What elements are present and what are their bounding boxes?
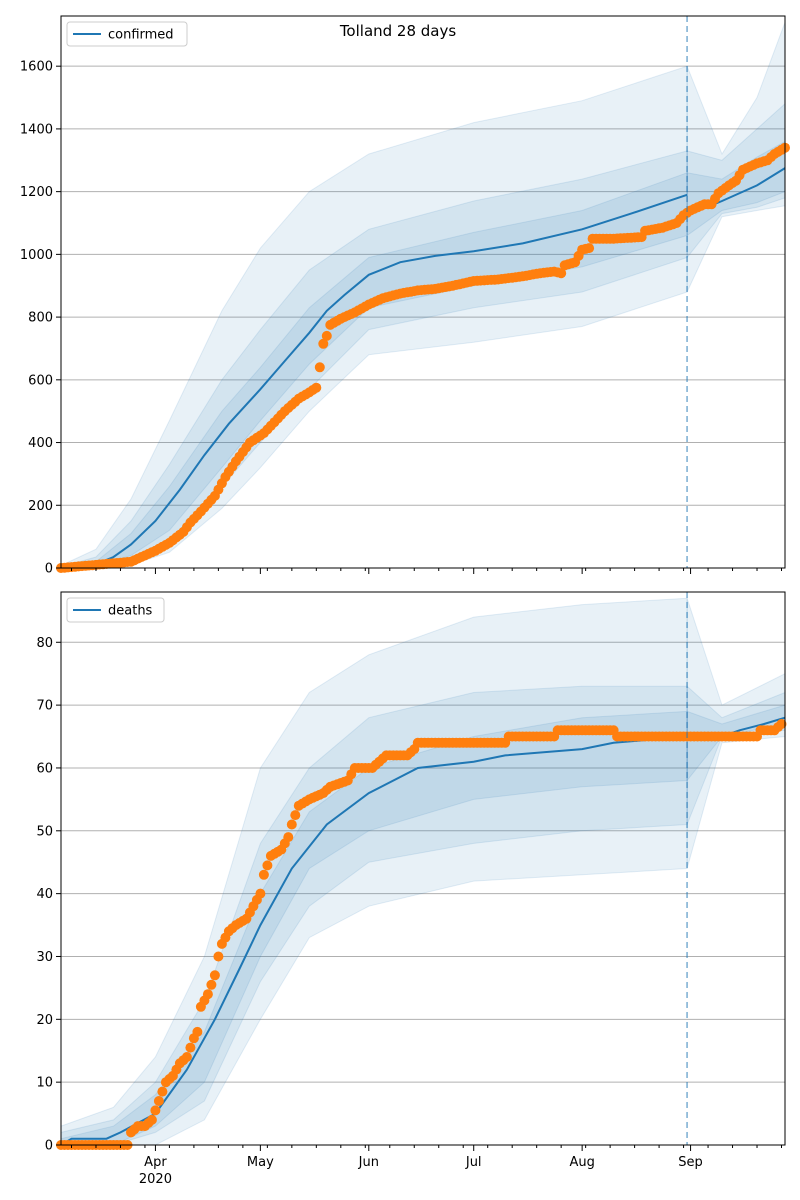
observed-point	[209, 970, 220, 981]
observed-point	[262, 860, 273, 871]
observed-point	[213, 951, 224, 962]
y-tick-label: 70	[36, 699, 53, 714]
observed-point	[314, 362, 325, 373]
x-tick-label: Jul	[465, 1155, 482, 1170]
x-tick-label: Sep	[678, 1155, 703, 1170]
observed-point	[776, 719, 787, 729]
observed-point	[192, 1026, 203, 1037]
observed-point	[255, 888, 266, 899]
series-line-deaths	[60, 735, 688, 1146]
observed-point	[157, 1086, 168, 1097]
y-tick-label: 1400	[20, 122, 53, 137]
y-tick-label: 1200	[20, 185, 53, 200]
x-tick-label: May	[247, 1155, 274, 1170]
observed-point	[283, 832, 294, 843]
observed-point	[290, 810, 301, 821]
legend: deaths	[66, 597, 165, 623]
y-tick-label: 60	[36, 761, 53, 776]
observed-point	[321, 330, 332, 341]
y-tick-label: 200	[28, 499, 53, 514]
x-year-label: 2020	[139, 1172, 172, 1187]
observed-point	[311, 382, 322, 393]
y-tick-label: 0	[45, 1139, 53, 1154]
x-tick-label: Apr	[144, 1155, 167, 1170]
series-line-confirmed	[60, 193, 688, 569]
observed-point	[318, 338, 329, 349]
legend: confirmed	[66, 21, 188, 47]
uncertainty-band-50	[60, 710, 688, 1146]
x-tick-label: Jun	[358, 1155, 379, 1170]
y-tick-label: 1000	[20, 248, 53, 263]
observed-point	[150, 1105, 161, 1116]
observed-point	[584, 243, 595, 254]
y-tick-label: 400	[28, 436, 53, 451]
observed-point	[206, 979, 217, 990]
observed-point	[146, 1114, 157, 1125]
deaths-panel: Apr May Jun Jul Aug Sep 0 10 20 30 40 50 60 70 80 dea…	[36, 591, 787, 1187]
legend-label-confirmed: confirmed	[108, 28, 174, 43]
y-tick-label: 30	[36, 950, 53, 965]
chart-title: Tolland 28 days	[339, 22, 457, 40]
observed-point	[202, 989, 213, 1000]
observed-point	[258, 869, 269, 880]
y-tick-label: 50	[36, 824, 53, 839]
y-tick-label: 20	[36, 1013, 53, 1028]
confirmed-panel: 0 200 400 600 800 1000 1200 1400 1600 Tolland 28…	[20, 15, 790, 577]
y-tick-label: 10	[36, 1076, 53, 1091]
y-tick-label: 1600	[20, 60, 53, 75]
y-tick-label: 40	[36, 887, 53, 902]
y-tick-label: 80	[36, 636, 53, 651]
y-tick-label: 600	[28, 373, 53, 388]
observed-point	[181, 1052, 192, 1062]
observed-point	[556, 268, 567, 279]
y-tick-label: 0	[45, 562, 53, 577]
observed-point	[153, 1096, 164, 1106]
observed-point	[286, 819, 297, 830]
y-tick-label: 800	[28, 311, 53, 326]
legend-label-deaths: deaths	[108, 604, 153, 619]
observed-point	[185, 1042, 196, 1053]
x-tick-label: Aug	[569, 1155, 594, 1170]
